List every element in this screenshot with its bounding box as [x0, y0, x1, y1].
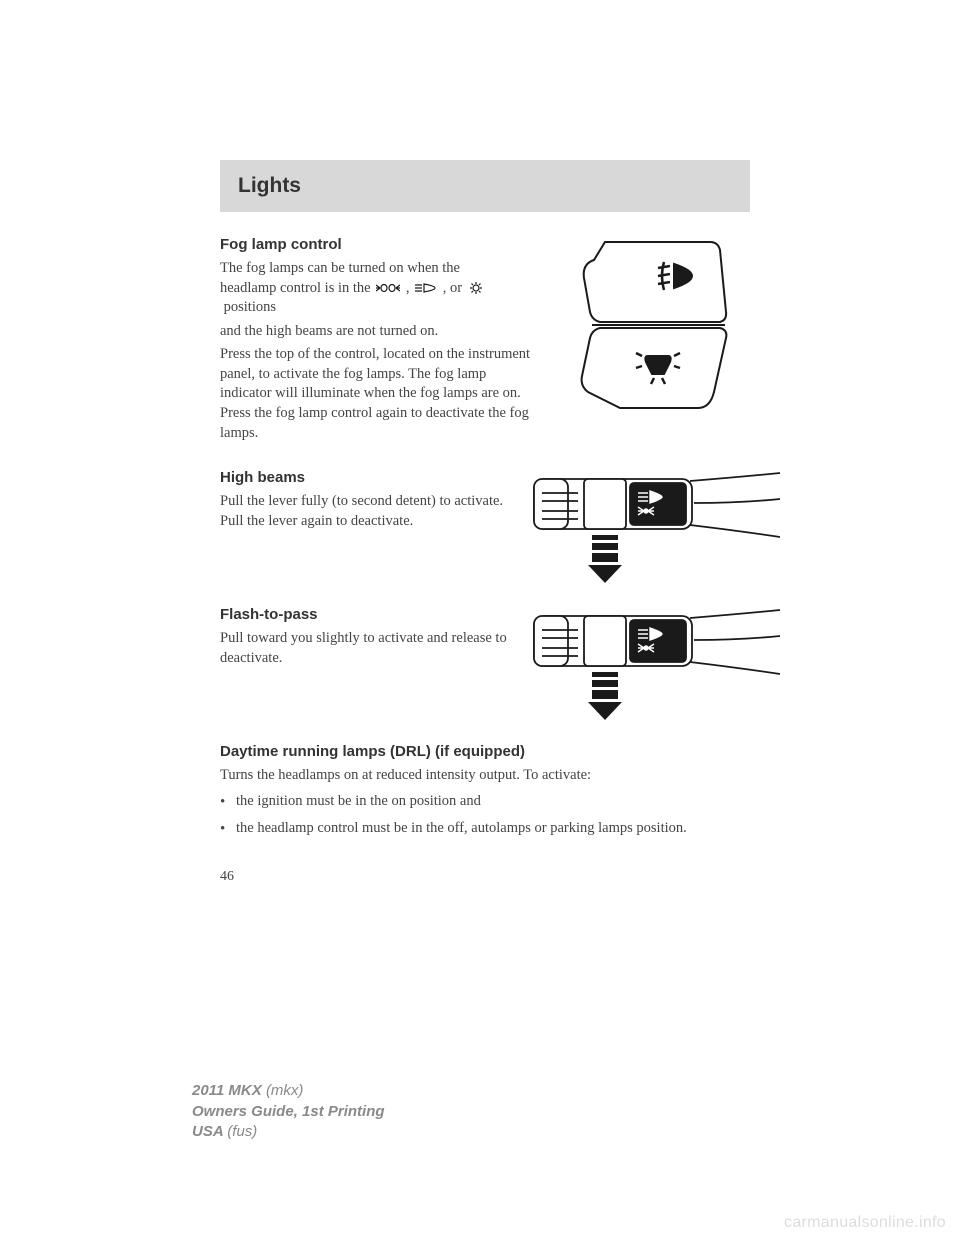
drl-text-column: Daytime running lamps (DRL) (if equipped…: [220, 743, 750, 839]
autolamps-icon: [468, 281, 484, 295]
page-number: 46: [220, 869, 780, 885]
high-text-column: High beams Pull the lever fully (to seco…: [220, 469, 510, 535]
fog-p1: The fog lamps can be turned on when the …: [220, 259, 510, 318]
watermark: carmanualsonline.info: [784, 1214, 946, 1232]
fog-p1c: , or: [439, 280, 466, 296]
drl-bullet-1: the ignition must be in the on position …: [220, 792, 750, 812]
drl-bullets: the ignition must be in the on position …: [220, 792, 750, 839]
footer-model-code: (mkx): [266, 1082, 304, 1099]
section-fog-lamp: Fog lamp control The fog lamps can be tu…: [220, 236, 780, 447]
footer-line-3: USA (fus): [192, 1122, 385, 1142]
flash-figure: [530, 606, 780, 721]
section-drl: Daytime running lamps (DRL) (if equipped…: [220, 743, 780, 839]
publication-footer: 2011 MKX (mkx) Owners Guide, 1st Printin…: [192, 1081, 385, 1142]
section-header-bar: Lights: [220, 160, 750, 212]
footer-line-2: Owners Guide, 1st Printing: [192, 1102, 385, 1122]
high-p1: Pull the lever fully (to second detent) …: [220, 492, 510, 531]
fog-p2: and the high beams are not turned on.: [220, 322, 510, 342]
parking-lamps-icon: [376, 282, 400, 294]
page-title: Lights: [238, 174, 750, 198]
fog-p1b: ,: [402, 280, 413, 296]
fog-p1d: positions: [220, 299, 276, 315]
high-title: High beams: [220, 469, 510, 486]
footer-region: USA: [192, 1123, 227, 1140]
page-container: Lights Fog lamp control The fog lamps ca…: [0, 0, 960, 885]
high-beam-lever-illustration: [530, 469, 780, 584]
fog-text-column: Fog lamp control The fog lamps can be tu…: [220, 236, 510, 447]
footer-region-code: (fus): [227, 1123, 257, 1140]
fog-title: Fog lamp control: [220, 236, 510, 253]
flash-lever-illustration: [530, 606, 780, 721]
flash-title: Flash-to-pass: [220, 606, 510, 623]
fog-figure: [560, 236, 780, 421]
fog-p3: Press the top of the control, located on…: [220, 345, 540, 443]
flash-text-column: Flash-to-pass Pull toward you slightly t…: [220, 606, 510, 672]
footer-model: 2011 MKX: [192, 1082, 266, 1099]
headlamps-icon: [415, 282, 437, 294]
section-high-beams: High beams Pull the lever fully (to seco…: [220, 469, 780, 584]
drl-bullet-2: the headlamp control must be in the off,…: [220, 819, 750, 839]
footer-line-1: 2011 MKX (mkx): [192, 1081, 385, 1101]
flash-p1: Pull toward you slightly to activate and…: [220, 629, 510, 668]
high-figure: [530, 469, 780, 584]
drl-title: Daytime running lamps (DRL) (if equipped…: [220, 743, 750, 760]
drl-p1: Turns the headlamps on at reduced intens…: [220, 766, 750, 786]
fog-control-illustration: [560, 236, 750, 421]
section-flash-to-pass: Flash-to-pass Pull toward you slightly t…: [220, 606, 780, 721]
